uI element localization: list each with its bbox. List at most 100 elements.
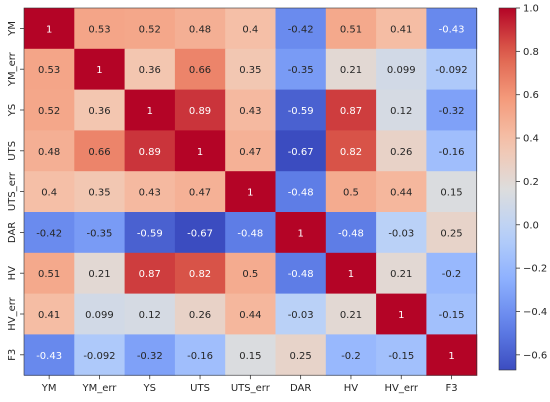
heatmap-cell xyxy=(275,48,327,91)
cell-value-label: 0.36 xyxy=(139,65,161,76)
cell-value-label: 0.43 xyxy=(139,188,161,199)
colorbar-tick-label: 0.0 xyxy=(523,220,539,231)
cell-value-label: -0.42 xyxy=(36,228,62,239)
cell-value-label: -0.43 xyxy=(36,351,62,362)
x-axis: YM YM_err YS UTS UTS_err DAR HV HV_err F3 xyxy=(41,375,458,394)
heatmap-cell xyxy=(426,89,478,131)
cell-value-label: 0.25 xyxy=(290,351,312,362)
heatmap-cell xyxy=(174,8,226,50)
heatmap-cell xyxy=(124,252,176,295)
cell-value-label: -0.092 xyxy=(435,65,467,76)
heatmap-cell xyxy=(225,130,277,172)
heatmap-cell xyxy=(74,171,126,213)
cell-value-label: -0.15 xyxy=(388,351,414,362)
heatmap-cell xyxy=(74,212,126,254)
cell-value-label: 0.89 xyxy=(139,147,161,158)
cell-value-label: 1 xyxy=(448,351,454,362)
colorbar-tick-label: −0.2 xyxy=(523,264,547,275)
heatmap-cell xyxy=(24,334,75,376)
y-tick-label: HV xyxy=(7,266,18,281)
heatmap-cell xyxy=(74,130,126,172)
heatmap-cell xyxy=(376,171,427,213)
heatmap-cell xyxy=(24,130,75,172)
heatmap-cell xyxy=(376,48,427,91)
heatmap-cell xyxy=(275,212,327,254)
cell-value-label: -0.59 xyxy=(137,228,163,239)
heatmap-cell xyxy=(426,48,478,91)
cell-value-label: 0.5 xyxy=(343,188,359,199)
cell-value-label: 0.21 xyxy=(88,269,110,280)
colorbar-tick-label: 0.8 xyxy=(523,47,539,58)
cell-value-label: 1 xyxy=(197,147,203,158)
cell-value-label: 1 xyxy=(297,228,303,239)
heatmap-cell xyxy=(74,89,126,131)
heatmap-cell xyxy=(124,48,176,91)
cell-value-label: 1 xyxy=(147,106,153,117)
cell-value-label: -0.03 xyxy=(288,310,314,321)
heatmap-cell xyxy=(275,130,327,172)
cell-value-label: 0.15 xyxy=(440,188,462,199)
x-tick-label: YM xyxy=(41,383,57,394)
heatmap-cell xyxy=(74,334,126,376)
cell-value-label: 0.51 xyxy=(38,269,60,280)
heatmap-cell xyxy=(74,48,126,91)
x-tick-label: YM_err xyxy=(81,383,117,394)
heatmap-cell xyxy=(325,130,377,172)
cell-value-label: 0.53 xyxy=(88,24,110,35)
heatmap-cell xyxy=(325,171,377,213)
cell-value-label: 0.66 xyxy=(189,65,211,76)
heatmap-cell xyxy=(426,334,478,376)
cell-value-label: 0.52 xyxy=(38,106,60,117)
cell-value-label: 0.51 xyxy=(340,24,362,35)
cell-value-label: 0.48 xyxy=(189,24,211,35)
heatmap-cell xyxy=(225,252,277,295)
cell-value-label: -0.15 xyxy=(439,310,465,321)
cell-value-label: -0.48 xyxy=(288,269,314,280)
heatmap-cell xyxy=(275,8,327,50)
x-tick-label: YS xyxy=(143,383,156,394)
heatmap-cell xyxy=(225,48,277,91)
heatmap-cell xyxy=(124,8,176,50)
cell-value-label: 0.21 xyxy=(340,65,362,76)
cell-value-label: -0.35 xyxy=(288,65,314,76)
colorbar-tick-label: 0.4 xyxy=(523,134,539,145)
cell-value-label: 0.25 xyxy=(440,228,462,239)
heatmap-cell xyxy=(426,171,478,213)
cell-value-label: -0.42 xyxy=(288,24,314,35)
heatmap-cell xyxy=(124,334,176,376)
heatmap-cell xyxy=(174,252,226,295)
cell-value-label: 1 xyxy=(96,65,102,76)
y-axis: YM YM_err YS UTS UTS_err DAR HV HV_err F3 xyxy=(7,21,24,361)
heatmap-cell xyxy=(24,48,75,91)
colorbar: 1.0 0.8 0.6 0.4 0.2 0.0 −0.2 −0.4 −0.6 xyxy=(498,4,547,371)
x-tick-label: UTS xyxy=(190,383,210,394)
x-tick-label: F3 xyxy=(445,383,457,394)
cell-value-label: 0.52 xyxy=(139,24,161,35)
colorbar-gradient xyxy=(498,7,517,371)
heatmap-cell xyxy=(24,293,75,335)
cell-value-label: 0.53 xyxy=(38,65,60,76)
cell-value-label: 0.41 xyxy=(390,24,412,35)
cell-value-label: 0.47 xyxy=(239,147,261,158)
x-tick-label: HV xyxy=(344,383,359,394)
heatmap-cell xyxy=(426,130,478,172)
heatmap-cell xyxy=(376,252,427,295)
cell-value-label: -0.2 xyxy=(442,269,462,280)
cell-value-label: 0.48 xyxy=(38,147,60,158)
cell-value-label: -0.48 xyxy=(237,228,263,239)
cell-value-label: -0.67 xyxy=(288,147,314,158)
heatmap-cell xyxy=(325,89,377,131)
heatmap-cell xyxy=(376,130,427,172)
cell-value-label: -0.67 xyxy=(187,228,213,239)
heatmap-cell xyxy=(275,171,327,213)
heatmap-cell xyxy=(24,252,75,295)
heatmap-cell xyxy=(124,130,176,172)
cell-value-label: 0.35 xyxy=(88,188,110,199)
y-tick-label: HV_err xyxy=(7,296,18,330)
cell-value-label: -0.32 xyxy=(439,106,465,117)
heatmap-cell xyxy=(376,212,427,254)
heatmap-cell-labels: 1 0.53 0.52 0.48 0.4 -0.42 0.51 0.41 -0.430.53 1 0… xyxy=(36,24,467,361)
heatmap-cell xyxy=(376,293,427,335)
heatmap-cell xyxy=(174,293,226,335)
